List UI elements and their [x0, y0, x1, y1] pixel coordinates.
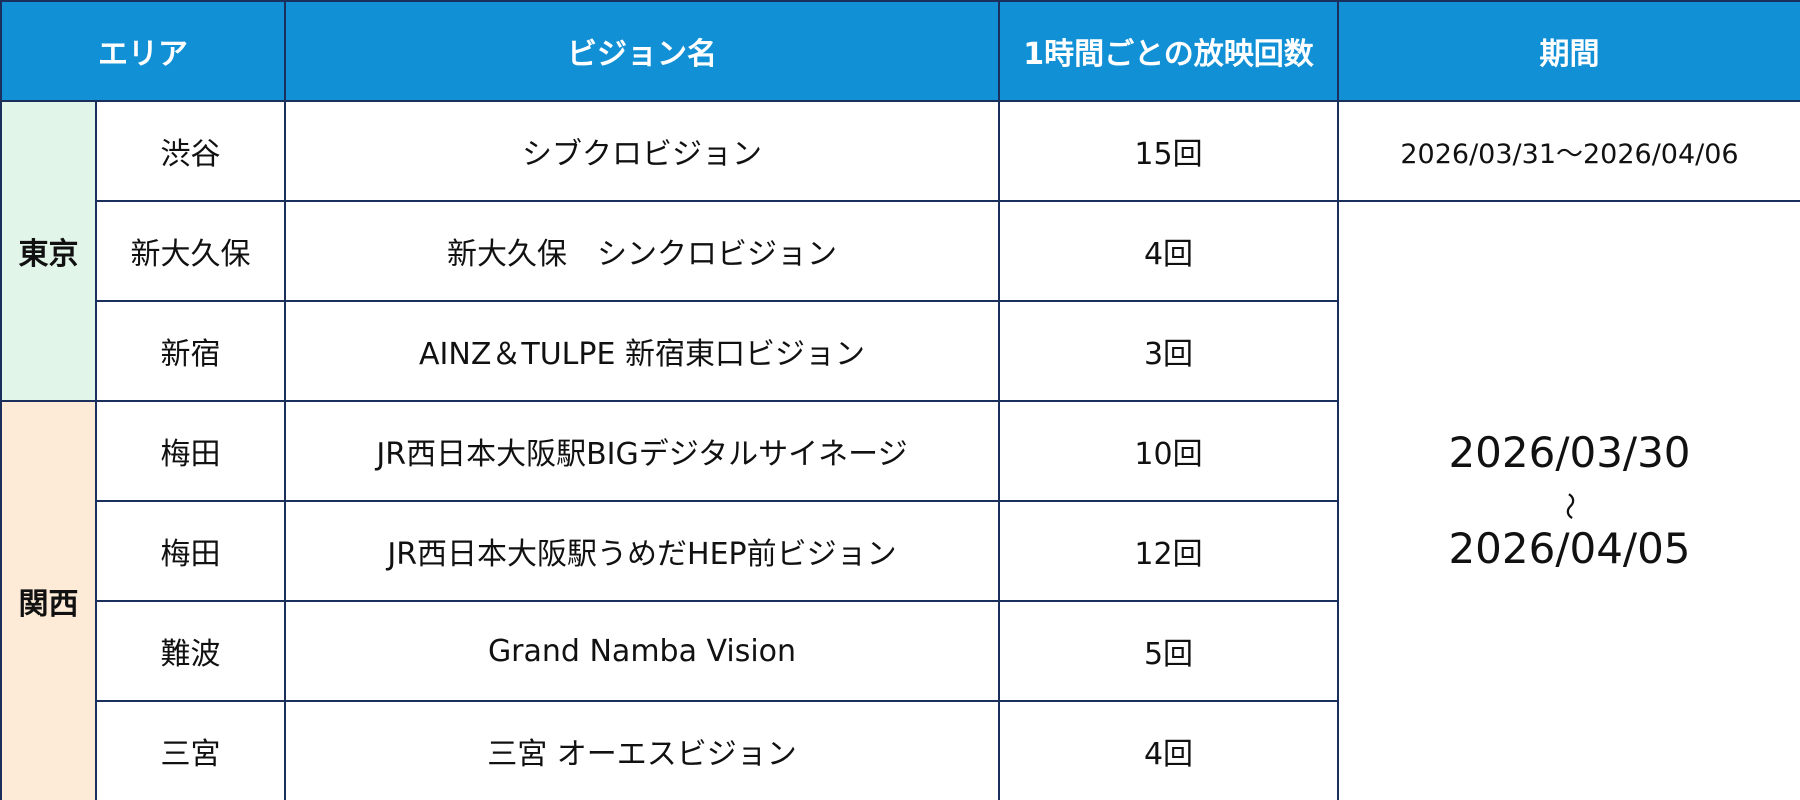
count-cell: 4回 — [998, 200, 1339, 302]
vision-cell: Grand Namba Vision — [284, 600, 1000, 702]
count-cell: 5回 — [998, 600, 1339, 702]
table-row: 三宮 三宮 オーエスビジョン 4回 — [1, 700, 1800, 800]
count-cell: 15回 — [998, 100, 1339, 202]
region-cell: 東京 — [0, 100, 97, 402]
vision-cell: 三宮 オーエスビジョン — [284, 700, 1000, 800]
table-body: 東京 渋谷 シブクロビジョン 15回 2026/03/31〜2026/04/06 新大久保… — [0, 100, 1800, 800]
count-cell: 4回 — [998, 700, 1339, 800]
vision-cell: シブクロビジョン — [284, 100, 1000, 202]
region-cell: 関西 — [0, 400, 97, 800]
vision-cell: JR西日本大阪駅BIGデジタルサイネージ — [284, 400, 1000, 502]
header-row: エリア ビジョン名 1時間ごとの放映回数 期間 — [0, 0, 1800, 102]
period-sep: 〜 — [1553, 491, 1587, 520]
area-cell: 三宮 — [95, 700, 286, 800]
table-row: 梅田 JR西日本大阪駅うめだHEP前ビジョン 12回 — [1, 500, 1800, 602]
area-cell: 渋谷 — [95, 100, 286, 202]
table-row: 東京 渋谷 シブクロビジョン 15回 2026/03/31〜2026/04/06 — [0, 100, 1800, 402]
header-cell: ビジョン名 — [284, 0, 1000, 102]
vision-cell: JR西日本大阪駅うめだHEP前ビジョン — [284, 500, 1000, 602]
count-cell: 12回 — [998, 500, 1339, 602]
area-cell: 難波 — [95, 600, 286, 702]
period-sep-wrap: 〜 — [1339, 477, 1800, 525]
period-cell: 2026/03/31〜2026/04/06 — [1337, 100, 1800, 202]
table-row: 新宿 AINZ＆TULPE 新宿東口ビジョン 3回 — [1, 300, 1800, 402]
vision-cell: 新大久保 シンクロビジョン — [284, 200, 1000, 302]
count-cell: 3回 — [998, 300, 1339, 402]
period-from: 2026/03/30 — [1448, 427, 1691, 477]
table-row: 関西 梅田 JR西日本大阪駅BIGデジタルサイネージ 10回 — [0, 400, 1800, 800]
area-cell: 梅田 — [95, 500, 286, 602]
area-cell: 梅田 — [95, 400, 286, 502]
header-cell: エリア — [0, 0, 286, 102]
area-cell: 新大久保 — [95, 200, 286, 302]
count-cell: 10回 — [998, 400, 1339, 502]
vision-cell: AINZ＆TULPE 新宿東口ビジョン — [284, 300, 1000, 402]
header-cell: 期間 — [1337, 0, 1800, 102]
table-row: 難波 Grand Namba Vision 5回 — [1, 600, 1800, 702]
period-cell: 2026/03/30 〜 2026/04/05 — [1337, 200, 1800, 800]
header-cell: 1時間ごとの放映回数 — [998, 0, 1339, 102]
table-row: 新大久保 新大久保 シンクロビジョン 4回 2026/03/30 〜 2026/04/05 — [1, 200, 1800, 800]
area-cell: 新宿 — [95, 300, 286, 402]
period-to: 2026/04/05 — [1448, 524, 1691, 574]
